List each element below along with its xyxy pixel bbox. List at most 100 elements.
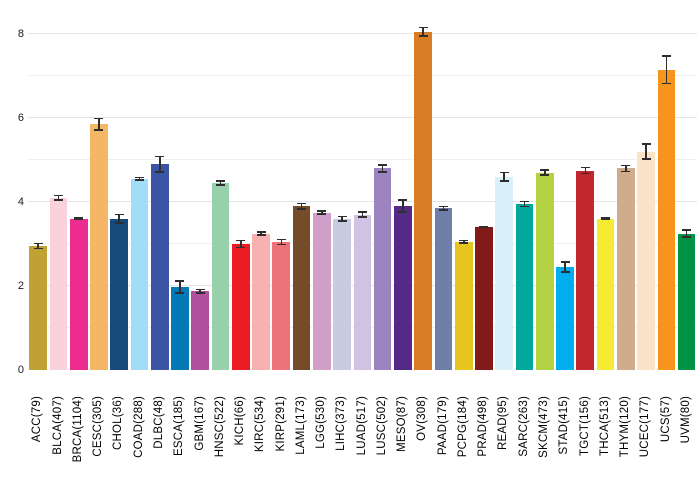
bar	[515, 204, 534, 370]
x-tick-cell: LUSC(502)	[373, 396, 393, 462]
error-bar	[317, 210, 327, 216]
error-bar	[114, 213, 124, 224]
error-stem	[179, 280, 181, 294]
error-cap-bottom	[175, 291, 185, 294]
error-cap-bottom	[74, 218, 84, 221]
error-cap-bottom	[53, 199, 63, 201]
x-tick-label: SKCM(473)	[538, 396, 551, 458]
error-bar	[378, 164, 388, 173]
x-tick-label: CHOL(36)	[112, 396, 125, 451]
bar-slot	[494, 16, 514, 370]
error-stem	[402, 199, 404, 213]
x-tick-label: SARC(263)	[517, 396, 530, 457]
error-cap-bottom	[378, 171, 388, 173]
bar-slot	[413, 16, 433, 370]
error-bar	[297, 202, 307, 210]
x-tick-label: STAD(415)	[558, 396, 571, 455]
x-tick-label: TGCT(156)	[578, 396, 591, 456]
error-bar	[33, 242, 43, 250]
y-axis: 0 2 4 6 8	[12, 0, 36, 480]
x-tick-label: PAAD(179)	[436, 396, 449, 456]
error-cap-bottom	[195, 291, 205, 294]
bar	[49, 197, 68, 370]
error-bar	[459, 239, 469, 244]
x-tick-cell: COAD(288)	[129, 396, 149, 462]
x-tick-cell: UCEC(177)	[636, 396, 656, 462]
x-tick-cell: KIRP(291)	[271, 396, 291, 462]
bar	[394, 206, 412, 370]
x-tick-cell: UCS(57)	[656, 396, 676, 462]
bar	[313, 212, 331, 370]
bar	[292, 206, 311, 370]
bar	[535, 172, 554, 370]
error-bar	[216, 180, 226, 187]
x-tick-cell: CESC(305)	[89, 396, 109, 462]
error-stem	[422, 26, 424, 37]
error-stem	[77, 217, 80, 221]
bar-slot	[454, 16, 474, 370]
error-bar	[337, 215, 347, 222]
error-cap-bottom	[256, 234, 266, 237]
error-bar	[479, 225, 489, 229]
error-cap-bottom	[418, 35, 428, 37]
x-tick-label: ACC(79)	[31, 396, 44, 443]
plot-area	[28, 16, 697, 370]
bar	[556, 267, 574, 370]
error-stem	[462, 239, 465, 244]
bar-slot	[595, 16, 615, 370]
x-tick-label: COAD(288)	[132, 396, 145, 458]
error-cap-bottom	[297, 207, 307, 210]
error-bar	[520, 200, 529, 208]
error-stem	[37, 242, 39, 250]
gridline	[28, 117, 697, 118]
x-tick-cell: SKCM(473)	[535, 396, 555, 462]
bar	[69, 218, 88, 370]
error-bar	[540, 169, 550, 176]
error-bar	[155, 155, 165, 173]
bar	[191, 291, 210, 370]
x-tick-label: THYM(120)	[619, 396, 632, 458]
error-stem	[260, 231, 262, 237]
bar	[434, 208, 453, 370]
error-bar	[53, 194, 63, 201]
bar	[171, 286, 189, 370]
x-tick-label: HNSC(522)	[213, 396, 226, 458]
x-tick-cell: KIRC(534)	[251, 396, 271, 462]
error-bar	[134, 176, 144, 181]
bar-slot	[312, 16, 332, 370]
error-cap-bottom	[459, 242, 469, 244]
x-tick-cell: BRCA(1104)	[69, 396, 89, 462]
error-bar	[256, 231, 266, 237]
x-tick-label: LUAD(517)	[355, 396, 368, 456]
error-stem	[523, 200, 526, 208]
bar	[637, 151, 655, 370]
error-bar	[236, 239, 246, 249]
x-axis: ACC(79) BLCA(407) BRCA(1104) CESC(305) CHOL(…	[28, 396, 697, 462]
x-tick-label: MESO(87)	[396, 396, 409, 452]
x-tick-label: KIRP(291)	[274, 396, 287, 452]
bar-slot	[271, 16, 291, 370]
bar-slot	[291, 16, 311, 370]
bar	[596, 218, 615, 370]
bar-slot	[433, 16, 453, 370]
x-tick-label: BRCA(1104)	[71, 396, 84, 463]
x-tick-cell: PAAD(179)	[433, 396, 453, 462]
error-stem	[604, 217, 607, 221]
bar-slot	[89, 16, 109, 370]
gridline	[28, 201, 697, 202]
error-cap-bottom	[216, 184, 226, 187]
x-tick-cell: KICH(66)	[231, 396, 251, 462]
error-stem	[300, 202, 303, 210]
bar	[677, 233, 696, 370]
error-cap-bottom	[398, 211, 408, 213]
bar	[130, 178, 149, 370]
x-tick-cell: STAD(415)	[555, 396, 575, 462]
bar	[495, 176, 514, 370]
error-bar	[195, 288, 205, 294]
bar-slot	[231, 16, 251, 370]
bar-slot	[514, 16, 534, 370]
x-tick-label: OV(308)	[416, 396, 429, 441]
error-bar	[438, 205, 448, 211]
x-tick-label: GBM(167)	[193, 396, 206, 451]
error-stem	[645, 143, 647, 160]
